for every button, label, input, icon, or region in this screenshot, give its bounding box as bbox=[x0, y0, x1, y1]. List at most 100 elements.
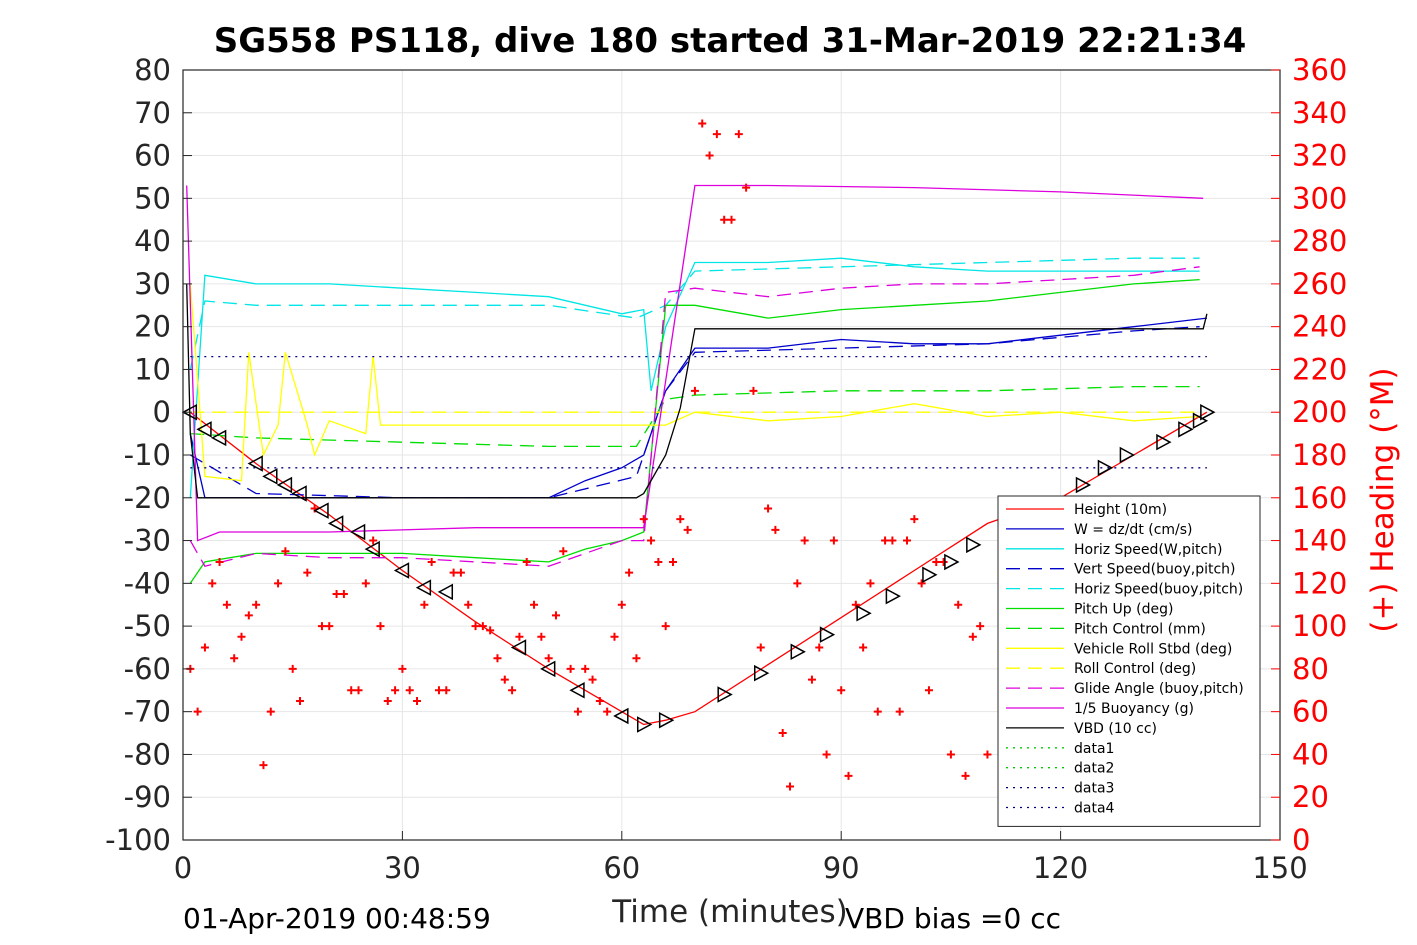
profile-marker bbox=[327, 515, 344, 532]
heading-point bbox=[354, 686, 363, 695]
heading-point bbox=[632, 654, 641, 663]
series-horiz-speed-w-pitch bbox=[189, 257, 1200, 498]
series-horiz-speed-buoy-pitch bbox=[189, 257, 1200, 370]
heading-point bbox=[215, 557, 224, 566]
heading-point bbox=[544, 654, 553, 663]
heading-point bbox=[244, 611, 253, 620]
y-right-tick-label: 60 bbox=[1292, 695, 1329, 729]
y-tick-label: -90 bbox=[124, 780, 171, 814]
y-tick-label: -20 bbox=[124, 481, 171, 515]
heading-point bbox=[822, 750, 831, 759]
heading-point bbox=[793, 579, 802, 588]
heading-point bbox=[742, 183, 751, 192]
heading-point bbox=[566, 664, 575, 673]
y-tick-label: 0 bbox=[153, 395, 171, 429]
y-right-tick-label: 200 bbox=[1292, 395, 1347, 429]
series-pitch-up-deg bbox=[189, 278, 1200, 584]
heading-point bbox=[727, 215, 736, 224]
heading-point bbox=[391, 686, 400, 695]
heading-markers bbox=[186, 119, 992, 791]
series-pitch-control-mm bbox=[190, 385, 1200, 448]
heading-point bbox=[522, 557, 531, 566]
heading-point bbox=[413, 696, 422, 705]
x-tick-label: 120 bbox=[1033, 851, 1088, 885]
profile-marker bbox=[291, 485, 307, 502]
profile-marker bbox=[196, 421, 212, 438]
y-axis-right: 3603403203002802602402202001801601401201… bbox=[1271, 53, 1347, 857]
y-tick-label: -100 bbox=[105, 823, 171, 857]
heading-point bbox=[274, 579, 283, 588]
heading-point bbox=[954, 600, 963, 609]
legend-label: Vehicle Roll Stbd (deg) bbox=[1074, 641, 1232, 657]
profile-marker bbox=[790, 643, 806, 661]
profile-marker bbox=[540, 660, 556, 678]
heading-point bbox=[427, 557, 436, 566]
profile-marker bbox=[885, 587, 901, 605]
heading-point bbox=[661, 622, 670, 631]
series-1-5-buoyancy-g bbox=[186, 184, 1204, 542]
profile-marker bbox=[754, 664, 770, 682]
heading-point bbox=[866, 579, 875, 588]
legend-label: data2 bbox=[1074, 761, 1114, 777]
y-tick-label: -40 bbox=[124, 566, 171, 600]
profile-markers bbox=[181, 403, 1216, 733]
x-axis: 0 30 60 90 120 150 bbox=[174, 831, 1308, 885]
heading-point bbox=[325, 622, 334, 631]
heading-point bbox=[690, 386, 699, 395]
heading-point bbox=[339, 590, 348, 599]
heading-point bbox=[332, 590, 341, 599]
y-right-tick-label: 160 bbox=[1292, 481, 1347, 515]
profile-marker bbox=[393, 562, 410, 579]
y-tick-label: 50 bbox=[134, 181, 171, 215]
profile-marker bbox=[569, 682, 585, 699]
heading-point bbox=[895, 707, 904, 716]
heading-point bbox=[281, 547, 290, 556]
profile-marker bbox=[349, 523, 366, 541]
heading-point bbox=[756, 643, 765, 652]
heading-point bbox=[668, 557, 677, 566]
heading-point bbox=[500, 675, 509, 684]
heading-point bbox=[968, 632, 977, 641]
heading-point bbox=[581, 664, 590, 673]
series-vehicle-roll-stbd-deg bbox=[189, 283, 1200, 482]
profile-marker bbox=[415, 579, 432, 596]
heading-point bbox=[910, 515, 919, 524]
x-tick-label: 90 bbox=[823, 851, 860, 885]
heading-point bbox=[486, 626, 495, 635]
profile-marker bbox=[262, 468, 278, 485]
heading-point bbox=[317, 622, 326, 631]
y-right-tick-label: 100 bbox=[1292, 609, 1347, 643]
profile-marker bbox=[1200, 403, 1216, 421]
legend-label: data1 bbox=[1074, 741, 1114, 757]
legend-box bbox=[997, 495, 1261, 827]
legend-label: Pitch Control (mm) bbox=[1074, 621, 1206, 637]
heading-point bbox=[296, 696, 305, 705]
chart-title: SG558 PS118, dive 180 started 31-Mar-201… bbox=[214, 21, 1247, 61]
heading-point bbox=[193, 707, 202, 716]
heading-point bbox=[515, 632, 524, 641]
y-tick-label: -50 bbox=[124, 609, 171, 643]
y-tick-label: 70 bbox=[134, 96, 171, 130]
heading-point bbox=[537, 632, 546, 641]
heading-point bbox=[361, 579, 370, 588]
profile-marker bbox=[210, 429, 227, 447]
heading-point bbox=[405, 686, 414, 695]
x-tick-label: 60 bbox=[603, 851, 640, 885]
legend-label: 1/5 Buoyancy (g) bbox=[1074, 701, 1194, 717]
heading-point bbox=[449, 568, 458, 577]
legend-label: Glide Angle (buoy,pitch) bbox=[1074, 681, 1244, 697]
heading-point bbox=[266, 707, 275, 716]
heading-point bbox=[200, 643, 209, 652]
heading-point bbox=[698, 119, 707, 128]
heading-point bbox=[259, 761, 268, 770]
heading-point bbox=[559, 547, 568, 556]
heading-point bbox=[873, 707, 882, 716]
y-tick-label: 80 bbox=[134, 53, 171, 87]
footer-vbd-bias: VBD bias =0 cc bbox=[845, 902, 1061, 935]
heading-point bbox=[551, 611, 560, 620]
heading-point bbox=[749, 386, 758, 395]
y-right-tick-label: 280 bbox=[1292, 224, 1347, 258]
heading-point bbox=[771, 525, 780, 534]
heading-point bbox=[764, 504, 773, 513]
heading-point bbox=[683, 525, 692, 534]
